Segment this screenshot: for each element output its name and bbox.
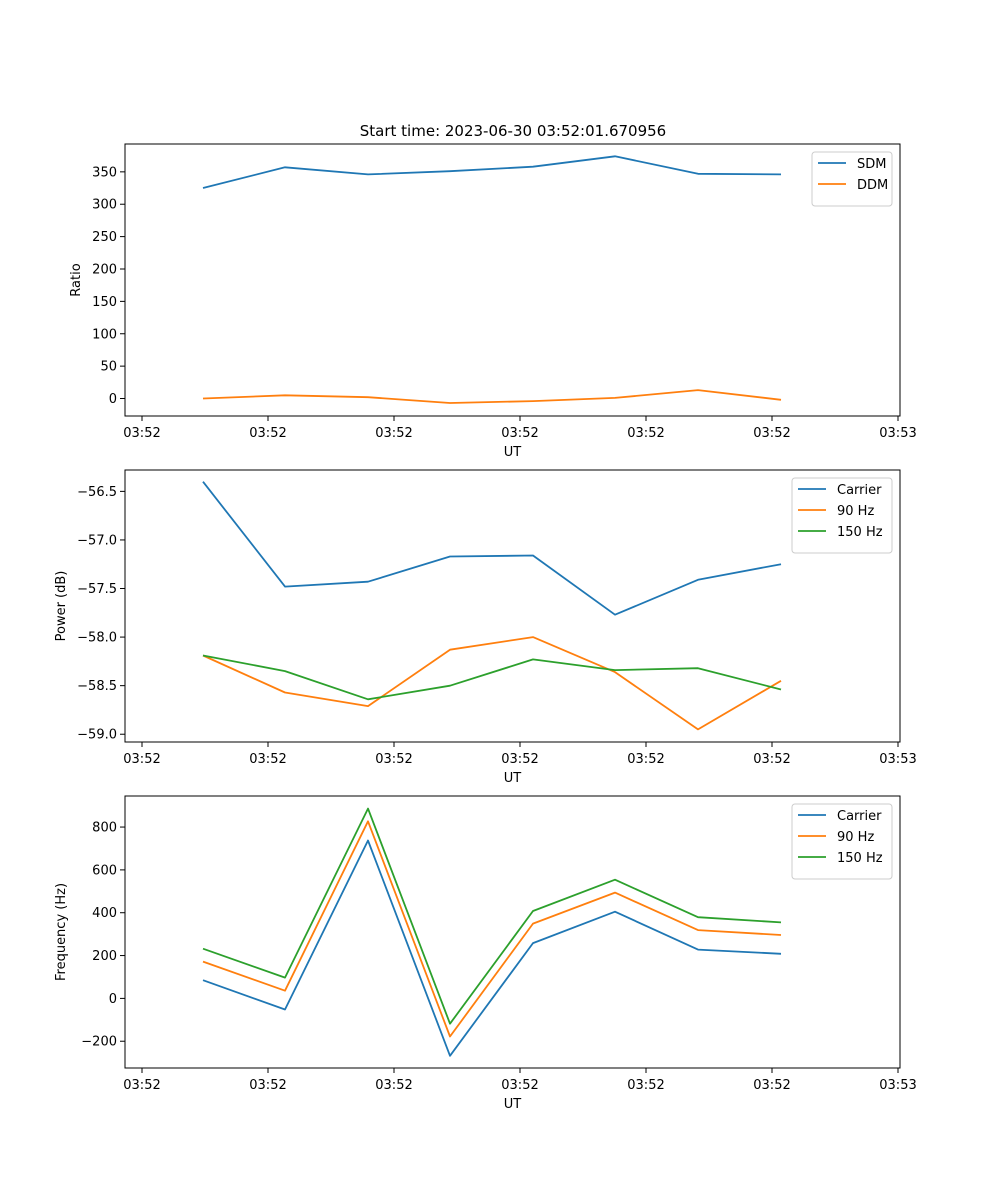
- series-line-carrier: [202, 839, 782, 1057]
- x-tick-label: 03:52: [627, 1078, 664, 1093]
- x-tick-label: 03:52: [375, 752, 412, 767]
- figure-title: Start time: 2023-06-30 03:52:01.670956: [360, 122, 666, 140]
- x-tick-label: 03:52: [249, 426, 286, 441]
- y-tick-label: −57.5: [77, 582, 117, 597]
- x-tick-label: 03:52: [501, 1078, 538, 1093]
- y-tick-label: −58.0: [77, 631, 117, 646]
- y-tick-label: 50: [100, 360, 117, 375]
- y-axis-label: Frequency (Hz): [54, 883, 69, 981]
- panels: 03:52 03:52 03:52 03:52 03:52 03:52 03:53 0 50 10…: [54, 143, 917, 1112]
- legend-label: SDM: [857, 157, 886, 172]
- legend-label: 90 Hz: [837, 504, 874, 519]
- legend-label: Carrier: [837, 483, 882, 498]
- x-tick-label: 03:52: [249, 1078, 286, 1093]
- y-tick-label: 200: [92, 949, 117, 964]
- y-tick-label: −200: [81, 1035, 117, 1050]
- x-tick-label: 03:52: [123, 752, 160, 767]
- series-line-150-hz: [202, 807, 782, 1025]
- x-axis-label: UT: [504, 445, 522, 460]
- y-tick-label: 150: [92, 295, 117, 310]
- series-line-90-hz: [202, 820, 782, 1038]
- x-tick-label: 03:53: [879, 752, 916, 767]
- x-tick-label: 03:53: [879, 426, 916, 441]
- series-line-sdm: [202, 155, 782, 189]
- legend-label: DDM: [857, 178, 888, 193]
- y-tick-label: 400: [92, 906, 117, 921]
- x-tick-label: 03:52: [123, 1078, 160, 1093]
- plot-frame: [124, 795, 901, 1069]
- legend-box: [791, 803, 893, 880]
- y-tick-label: −56.5: [77, 485, 117, 500]
- plot-frame: [124, 469, 901, 743]
- legend: Carrier 90 Hz 150 Hz: [791, 803, 893, 880]
- legend-label: 150 Hz: [837, 851, 883, 866]
- y-tick-label: 100: [92, 327, 117, 342]
- x-tick-label: 03:52: [753, 752, 790, 767]
- legend-label: 150 Hz: [837, 525, 883, 540]
- series-line-carrier: [202, 481, 782, 616]
- x-tick-label: 03:52: [249, 752, 286, 767]
- series-line-90-hz: [202, 636, 782, 731]
- x-tick-label: 03:52: [627, 426, 664, 441]
- y-tick-label: 800: [92, 821, 117, 836]
- y-tick-label: 600: [92, 863, 117, 878]
- y-tick-label: −59.0: [77, 728, 117, 743]
- chart-panel-3: 03:52 03:52 03:52 03:52 03:52 03:52 03:53 −200 0…: [54, 795, 917, 1112]
- y-tick-label: 0: [109, 992, 117, 1007]
- x-tick-label: 03:53: [879, 1078, 916, 1093]
- y-axis-label: Power (dB): [54, 571, 69, 642]
- x-tick-label: 03:52: [375, 426, 412, 441]
- x-tick-label: 03:52: [753, 426, 790, 441]
- x-tick-label: 03:52: [375, 1078, 412, 1093]
- chart-panel-2: 03:52 03:52 03:52 03:52 03:52 03:52 03:53 −59.0…: [54, 469, 917, 786]
- legend: SDM DDM: [811, 151, 893, 207]
- legend-label: Carrier: [837, 809, 882, 824]
- y-tick-label: 200: [92, 262, 117, 277]
- series-line-ddm: [202, 389, 782, 404]
- y-tick-label: 250: [92, 230, 117, 245]
- legend: Carrier 90 Hz 150 Hz: [791, 477, 893, 554]
- legend-box: [811, 151, 893, 207]
- y-tick-label: −58.5: [77, 679, 117, 694]
- x-axis-label: UT: [504, 1097, 522, 1112]
- chart-panel-1: 03:52 03:52 03:52 03:52 03:52 03:52 03:53 0 50 10…: [69, 143, 917, 460]
- x-tick-label: 03:52: [123, 426, 160, 441]
- y-tick-label: −57.0: [77, 533, 117, 548]
- y-tick-label: 350: [92, 165, 117, 180]
- y-tick-label: 0: [109, 392, 117, 407]
- x-tick-label: 03:52: [501, 426, 538, 441]
- x-axis-label: UT: [504, 771, 522, 786]
- x-tick-label: 03:52: [501, 752, 538, 767]
- y-tick-label: 300: [92, 198, 117, 213]
- legend-label: 90 Hz: [837, 830, 874, 845]
- y-axis-label: Ratio: [69, 263, 84, 296]
- x-tick-label: 03:52: [753, 1078, 790, 1093]
- plot-frame: [124, 143, 901, 417]
- legend-box: [791, 477, 893, 554]
- series-line-150-hz: [202, 654, 782, 701]
- x-tick-label: 03:52: [627, 752, 664, 767]
